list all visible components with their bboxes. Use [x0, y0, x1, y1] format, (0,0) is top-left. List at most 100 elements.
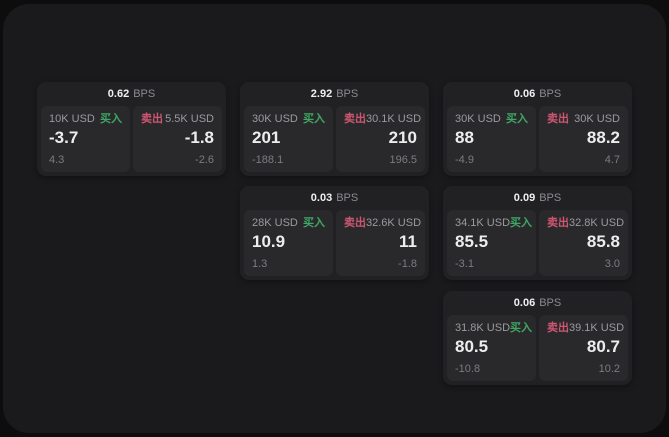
- sell-labels: 卖出 32.8K USD: [547, 217, 624, 230]
- sell-delta: -2.6: [195, 154, 214, 166]
- buy-labels: 30K USD 买入: [252, 113, 325, 126]
- card-body: 28K USD 买入 10.9 1.3 卖出 32.6K USD 11 -1.8: [244, 210, 425, 276]
- sell-labels: 卖出 5.5K USD: [141, 113, 214, 126]
- bps-unit-label: BPS: [336, 192, 359, 204]
- buy-labels: 30K USD 买入: [455, 113, 528, 126]
- sell-delta: 196.5: [389, 154, 417, 166]
- buy-value: 201: [252, 128, 281, 147]
- buy-amount: 34.1K USD: [455, 217, 511, 229]
- buy-panel[interactable]: 31.8K USD 买入 80.5 -10.8: [447, 315, 536, 381]
- sell-action-label: 卖出: [344, 113, 366, 125]
- buy-action-label: 买入: [510, 322, 533, 334]
- buy-delta: -10.8: [455, 363, 481, 375]
- sell-value: 210: [388, 128, 417, 147]
- sell-amount: 5.5K USD: [165, 113, 214, 125]
- sell-panel[interactable]: 卖出 32.8K USD 85.8 3.0: [539, 210, 628, 276]
- bps-unit-label: BPS: [539, 88, 562, 100]
- sell-labels: 卖出 30K USD: [547, 113, 620, 126]
- buy-panel[interactable]: 28K USD 买入 10.9 1.3: [244, 210, 333, 276]
- buy-amount: 10K USD: [49, 113, 95, 125]
- sell-delta: 3.0: [604, 258, 620, 270]
- buy-delta: -4.9: [455, 154, 474, 166]
- buy-delta: 1.3: [252, 258, 268, 270]
- buy-labels: 10K USD 买入: [49, 113, 122, 126]
- card-header: 0.62 BPS: [41, 82, 222, 106]
- sell-panel[interactable]: 卖出 30K USD 88.2 4.7: [539, 106, 628, 172]
- quote-card: 0.06 BPS 31.8K USD 买入 80.5 -10.8 卖出 39.1…: [443, 291, 632, 385]
- buy-labels: 28K USD 买入: [252, 217, 325, 230]
- sell-delta: -1.8: [398, 258, 417, 270]
- sell-amount: 32.8K USD: [569, 217, 625, 229]
- buy-labels: 34.1K USD 买入: [455, 217, 532, 230]
- card-header: 0.09 BPS: [447, 186, 628, 210]
- quote-card: 0.62 BPS 10K USD 买入 -3.7 4.3 卖出 5.5K USD: [37, 82, 226, 176]
- buy-delta: 4.3: [49, 154, 65, 166]
- card-body: 30K USD 买入 201 -188.1 卖出 30.1K USD 210 1…: [244, 106, 425, 172]
- buy-action-label: 买入: [506, 113, 528, 125]
- sell-delta: 10.2: [598, 363, 620, 375]
- bps-value: 2.92: [310, 88, 333, 100]
- bps-unit-label: BPS: [539, 192, 562, 204]
- bps-value: 0.09: [513, 192, 536, 204]
- sell-amount: 30K USD: [574, 113, 620, 125]
- sell-panel[interactable]: 卖出 30.1K USD 210 196.5: [336, 106, 425, 172]
- bps-unit-label: BPS: [539, 297, 562, 309]
- sell-value: 85.8: [586, 232, 620, 251]
- card-body: 10K USD 买入 -3.7 4.3 卖出 5.5K USD -1.8 -2.…: [41, 106, 222, 172]
- bps-unit-label: BPS: [336, 88, 359, 100]
- buy-value: 80.5: [455, 337, 489, 356]
- card-body: 31.8K USD 买入 80.5 -10.8 卖出 39.1K USD 80.…: [447, 315, 628, 381]
- card-header: 0.03 BPS: [244, 186, 425, 210]
- sell-labels: 卖出 30.1K USD: [344, 113, 421, 126]
- buy-action-label: 买入: [303, 113, 325, 125]
- quote-card: 2.92 BPS 30K USD 买入 201 -188.1 卖出 30.1K …: [240, 82, 429, 176]
- quote-card: 0.06 BPS 30K USD 买入 88 -4.9 卖出 30K USD: [443, 82, 632, 176]
- sell-labels: 卖出 32.6K USD: [344, 217, 421, 230]
- buy-amount: 31.8K USD: [455, 322, 511, 334]
- bps-unit-label: BPS: [133, 88, 156, 100]
- app-panel: 0.62 BPS 10K USD 买入 -3.7 4.3 卖出 5.5K USD: [3, 4, 666, 433]
- sell-action-label: 卖出: [547, 322, 569, 334]
- sell-action-label: 卖出: [141, 113, 163, 125]
- card-body: 30K USD 买入 88 -4.9 卖出 30K USD 88.2 4.7: [447, 106, 628, 172]
- buy-value: 85.5: [455, 232, 489, 251]
- sell-amount: 30.1K USD: [366, 113, 422, 125]
- sell-panel[interactable]: 卖出 32.6K USD 11 -1.8: [336, 210, 425, 276]
- sell-amount: 32.6K USD: [366, 217, 422, 229]
- buy-panel[interactable]: 10K USD 买入 -3.7 4.3: [41, 106, 130, 172]
- card-header: 0.06 BPS: [447, 291, 628, 315]
- sell-value: 80.7: [586, 337, 620, 356]
- card-body: 34.1K USD 买入 85.5 -3.1 卖出 32.8K USD 85.8…: [447, 210, 628, 276]
- sell-value: 11: [399, 232, 417, 251]
- buy-panel[interactable]: 30K USD 买入 88 -4.9: [447, 106, 536, 172]
- sell-delta: 4.7: [604, 154, 620, 166]
- sell-value: -1.8: [184, 128, 214, 147]
- bps-value: 0.62: [107, 88, 130, 100]
- sell-labels: 卖出 39.1K USD: [547, 322, 624, 335]
- buy-action-label: 买入: [510, 217, 533, 229]
- bps-value: 0.06: [513, 88, 536, 100]
- buy-amount: 30K USD: [455, 113, 501, 125]
- sell-action-label: 卖出: [344, 217, 366, 229]
- sell-action-label: 卖出: [547, 217, 569, 229]
- bps-value: 0.03: [310, 192, 333, 204]
- buy-labels: 31.8K USD 买入: [455, 322, 532, 335]
- bps-value: 0.06: [513, 297, 536, 309]
- card-header: 0.06 BPS: [447, 82, 628, 106]
- sell-panel[interactable]: 卖出 5.5K USD -1.8 -2.6: [133, 106, 222, 172]
- quote-card: 0.09 BPS 34.1K USD 买入 85.5 -3.1 卖出 32.8K…: [443, 186, 632, 280]
- buy-panel[interactable]: 34.1K USD 买入 85.5 -3.1: [447, 210, 536, 276]
- buy-amount: 30K USD: [252, 113, 298, 125]
- buy-value: -3.7: [49, 128, 79, 147]
- sell-amount: 39.1K USD: [569, 322, 625, 334]
- sell-panel[interactable]: 卖出 39.1K USD 80.7 10.2: [539, 315, 628, 381]
- buy-delta: -188.1: [252, 154, 284, 166]
- sell-value: 88.2: [586, 128, 620, 147]
- buy-value: 10.9: [252, 232, 286, 251]
- buy-delta: -3.1: [455, 258, 474, 270]
- buy-action-label: 买入: [303, 217, 325, 229]
- buy-amount: 28K USD: [252, 217, 298, 229]
- quote-card: 0.03 BPS 28K USD 买入 10.9 1.3 卖出 32.6K US…: [240, 186, 429, 280]
- buy-panel[interactable]: 30K USD 买入 201 -188.1: [244, 106, 333, 172]
